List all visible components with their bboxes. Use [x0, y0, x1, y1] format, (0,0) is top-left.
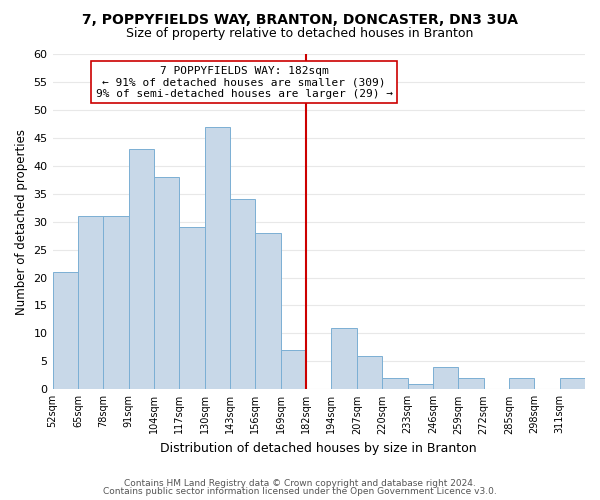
- Bar: [331, 328, 357, 390]
- Bar: [205, 126, 230, 390]
- Bar: [382, 378, 407, 390]
- Bar: [53, 272, 78, 390]
- X-axis label: Distribution of detached houses by size in Branton: Distribution of detached houses by size …: [160, 442, 477, 455]
- Bar: [357, 356, 382, 390]
- Y-axis label: Number of detached properties: Number of detached properties: [15, 128, 28, 314]
- Bar: [509, 378, 534, 390]
- Bar: [281, 350, 306, 390]
- Bar: [128, 149, 154, 390]
- Bar: [179, 227, 205, 390]
- Text: Contains public sector information licensed under the Open Government Licence v3: Contains public sector information licen…: [103, 487, 497, 496]
- Bar: [407, 384, 433, 390]
- Bar: [256, 233, 281, 390]
- Bar: [560, 378, 585, 390]
- Text: Contains HM Land Registry data © Crown copyright and database right 2024.: Contains HM Land Registry data © Crown c…: [124, 478, 476, 488]
- Bar: [458, 378, 484, 390]
- Text: 7 POPPYFIELDS WAY: 182sqm
← 91% of detached houses are smaller (309)
9% of semi-: 7 POPPYFIELDS WAY: 182sqm ← 91% of detac…: [96, 66, 393, 99]
- Text: 7, POPPYFIELDS WAY, BRANTON, DONCASTER, DN3 3UA: 7, POPPYFIELDS WAY, BRANTON, DONCASTER, …: [82, 12, 518, 26]
- Bar: [78, 216, 103, 390]
- Bar: [154, 177, 179, 390]
- Bar: [103, 216, 128, 390]
- Bar: [433, 367, 458, 390]
- Bar: [230, 200, 256, 390]
- Text: Size of property relative to detached houses in Branton: Size of property relative to detached ho…: [127, 28, 473, 40]
